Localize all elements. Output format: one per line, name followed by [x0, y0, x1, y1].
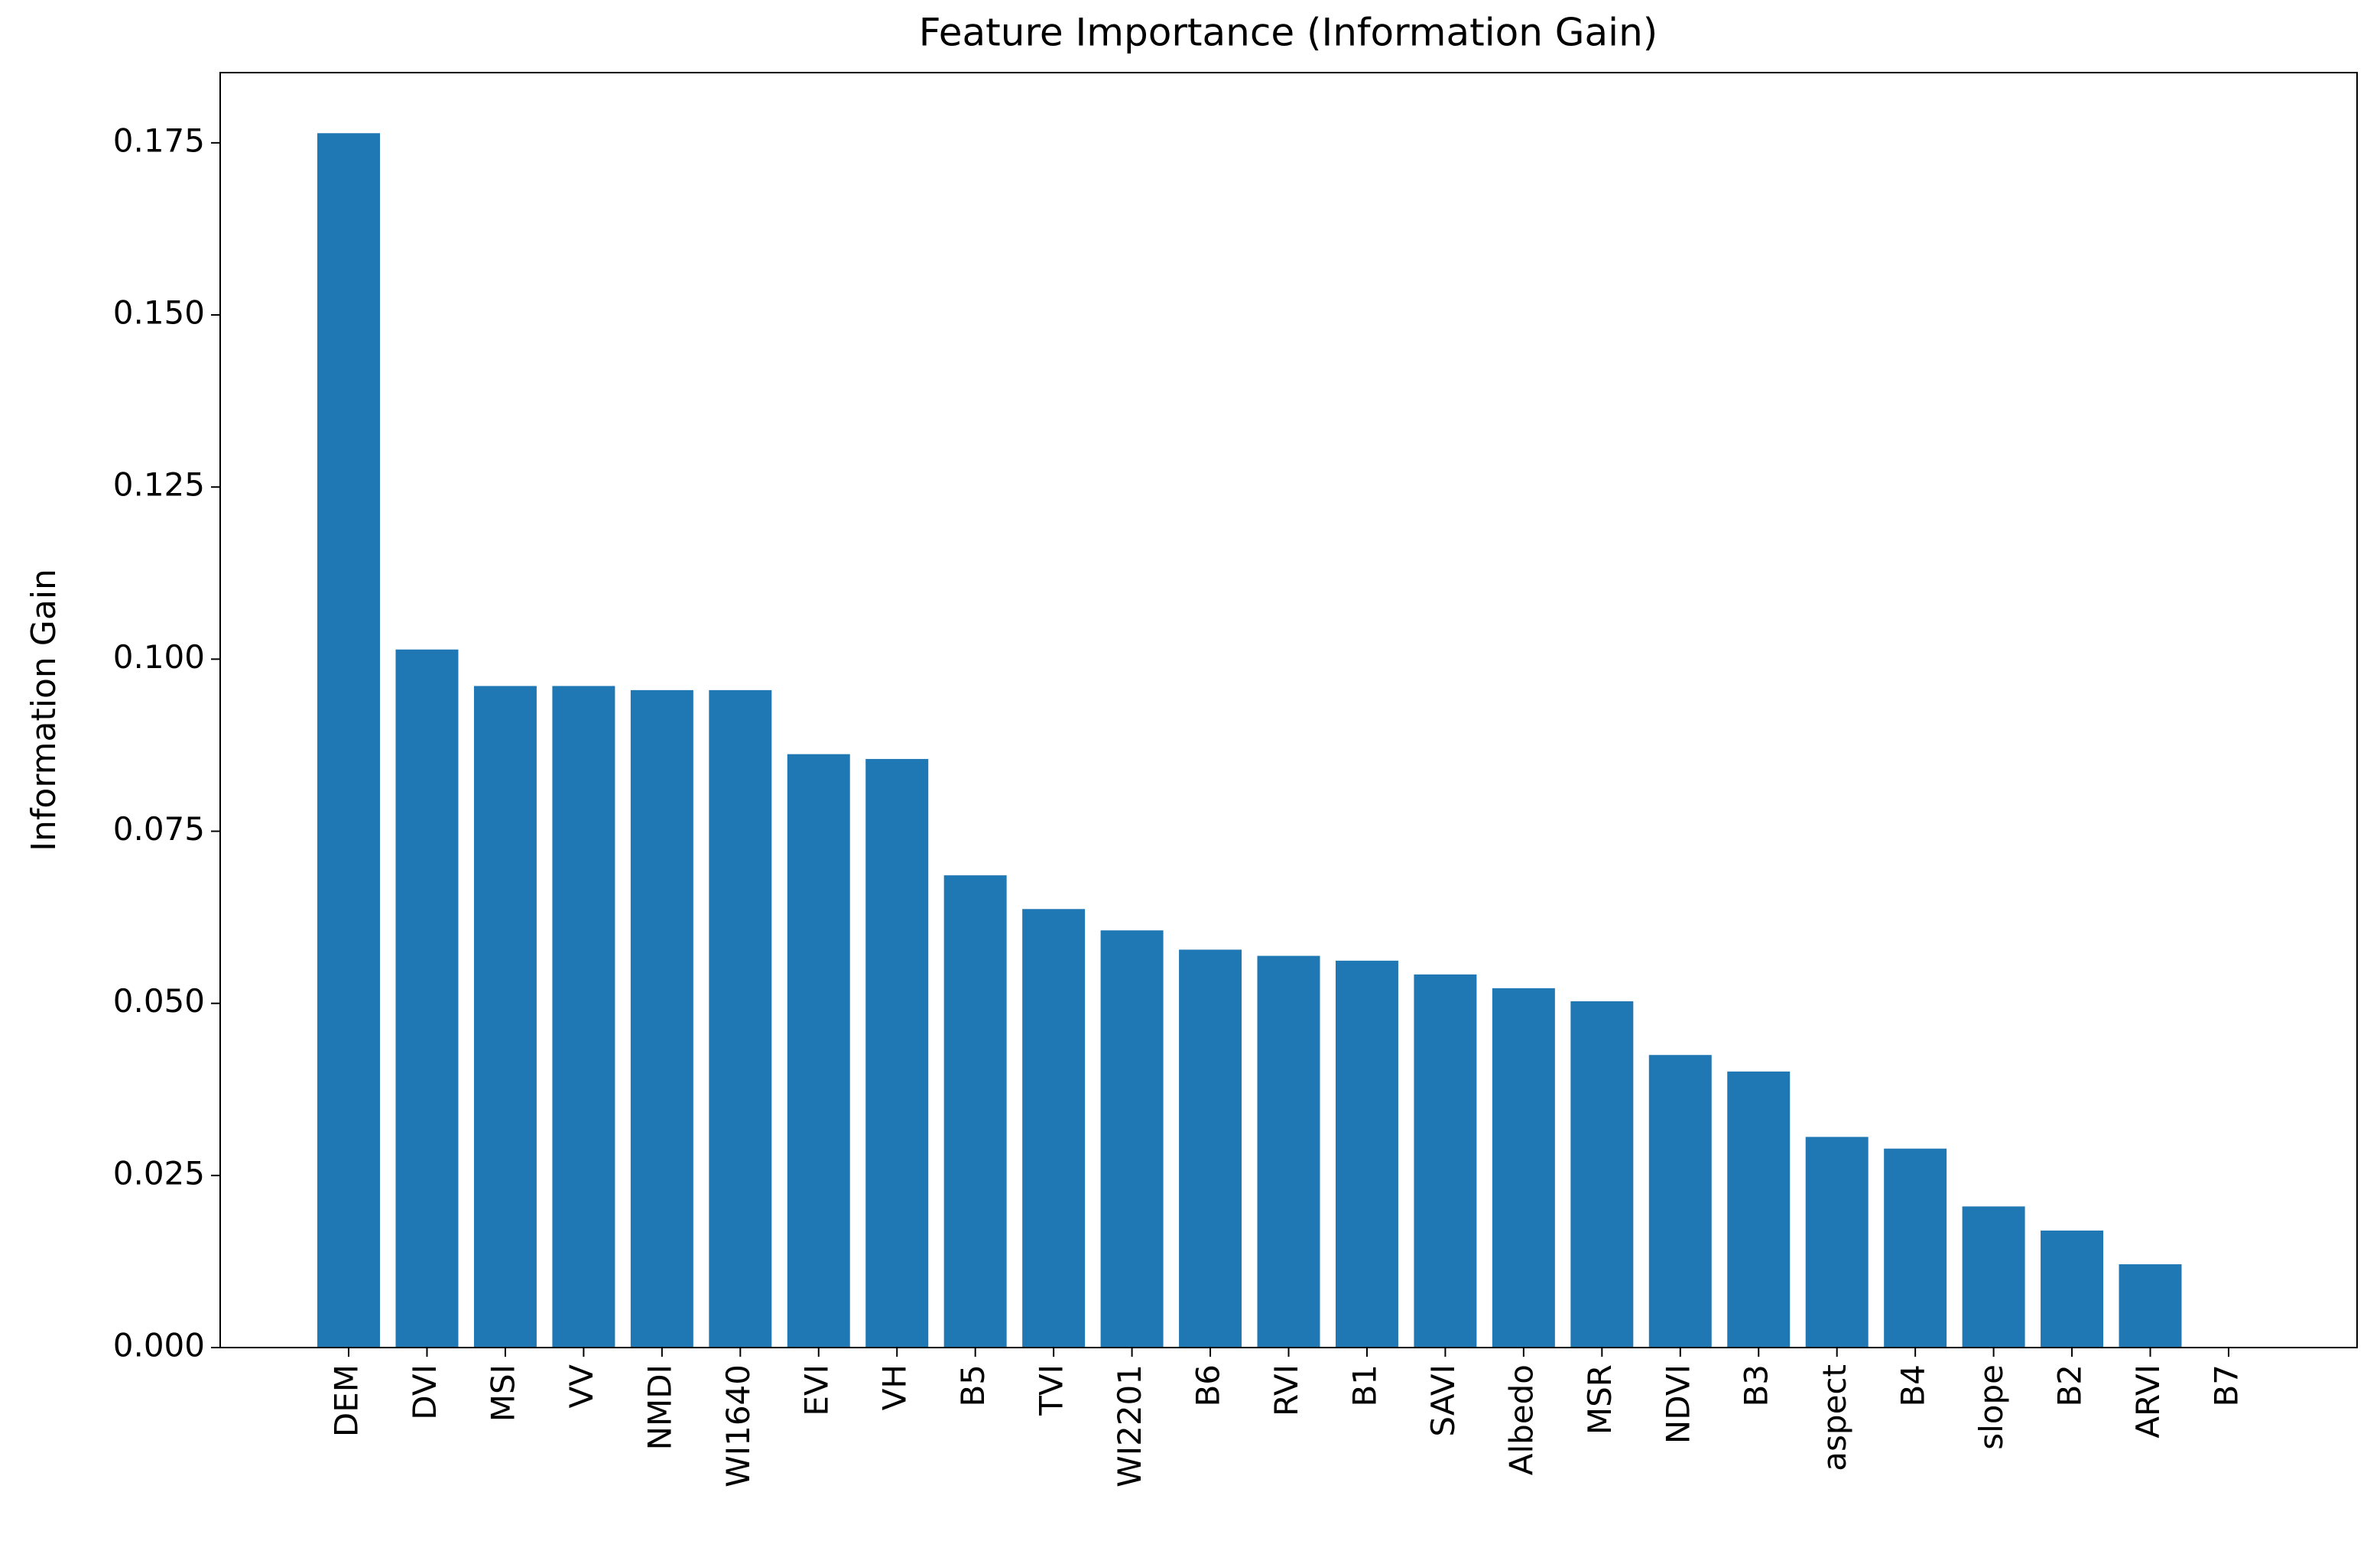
bar: [473, 686, 537, 1348]
bar: [1414, 974, 1477, 1348]
bar: [787, 754, 850, 1348]
bar: [630, 689, 693, 1348]
x-tick-label: B6: [1190, 1364, 1227, 1407]
x-tick-label: WI2201: [1111, 1364, 1148, 1487]
x-tick-label: EVI: [797, 1364, 835, 1416]
plot-frame: [219, 72, 2358, 1348]
bar: [395, 649, 459, 1348]
y-axis-label: Information Gain: [24, 569, 63, 851]
y-tick-label: 0.050: [113, 982, 205, 1020]
x-tick-label: ARVI: [2129, 1364, 2167, 1439]
x-tick-label: NMDI: [641, 1364, 678, 1450]
y-tick-label: 0.125: [113, 466, 205, 504]
y-tick-label: 0.175: [113, 122, 205, 159]
y-tick-label: 0.100: [113, 638, 205, 676]
y-tick-label: 0.000: [113, 1327, 205, 1364]
bar: [1962, 1206, 2025, 1348]
x-tick-label: DEM: [328, 1364, 365, 1437]
x-tick-label: B3: [1738, 1364, 1775, 1407]
x-tick-label: B1: [1346, 1364, 1383, 1407]
x-tick-label: VV: [563, 1364, 600, 1409]
y-tick-label: 0.150: [113, 294, 205, 332]
x-tick-label: TVI: [1033, 1364, 1070, 1416]
bar: [1648, 1055, 1712, 1348]
bar: [1727, 1071, 1791, 1348]
bar: [552, 686, 615, 1348]
y-tick-label: 0.025: [113, 1154, 205, 1192]
bar: [1884, 1148, 1947, 1348]
x-tick-label: SAVI: [1424, 1364, 1462, 1437]
bar: [1179, 949, 1242, 1348]
x-tick-label: MSR: [1581, 1364, 1619, 1435]
y-tick-label: 0.075: [113, 810, 205, 848]
bar: [2119, 1264, 2182, 1348]
bar: [1805, 1137, 1869, 1348]
x-tick-label: NDVI: [1659, 1364, 1697, 1444]
x-tick-label: DVI: [406, 1364, 443, 1420]
x-tick-label: Albedo: [1502, 1364, 1540, 1475]
bar: [1022, 909, 1086, 1348]
bar: [709, 689, 772, 1348]
chart-title: Feature Importance (Information Gain): [919, 11, 1658, 55]
x-tick-label: VH: [876, 1364, 914, 1410]
bar: [1492, 988, 1555, 1348]
x-tick-label: MSI: [484, 1364, 521, 1422]
x-tick-label: slope: [1973, 1364, 2010, 1450]
bar: [943, 875, 1007, 1348]
x-tick-label: RVI: [1268, 1364, 1305, 1416]
bar: [1335, 960, 1398, 1348]
x-tick-label: B4: [1895, 1364, 1932, 1407]
bar: [317, 133, 381, 1348]
x-tick-label: aspect: [1816, 1364, 1853, 1471]
bar: [1100, 930, 1164, 1348]
x-tick-label: B2: [2051, 1364, 2089, 1407]
bar: [1570, 1001, 1634, 1348]
x-tick-label: B7: [2207, 1364, 2245, 1407]
bar: [2041, 1230, 2104, 1348]
x-tick-label: WI1640: [719, 1364, 757, 1487]
bar: [1257, 955, 1320, 1348]
x-tick-label: B5: [954, 1364, 992, 1407]
bar: [865, 758, 929, 1348]
